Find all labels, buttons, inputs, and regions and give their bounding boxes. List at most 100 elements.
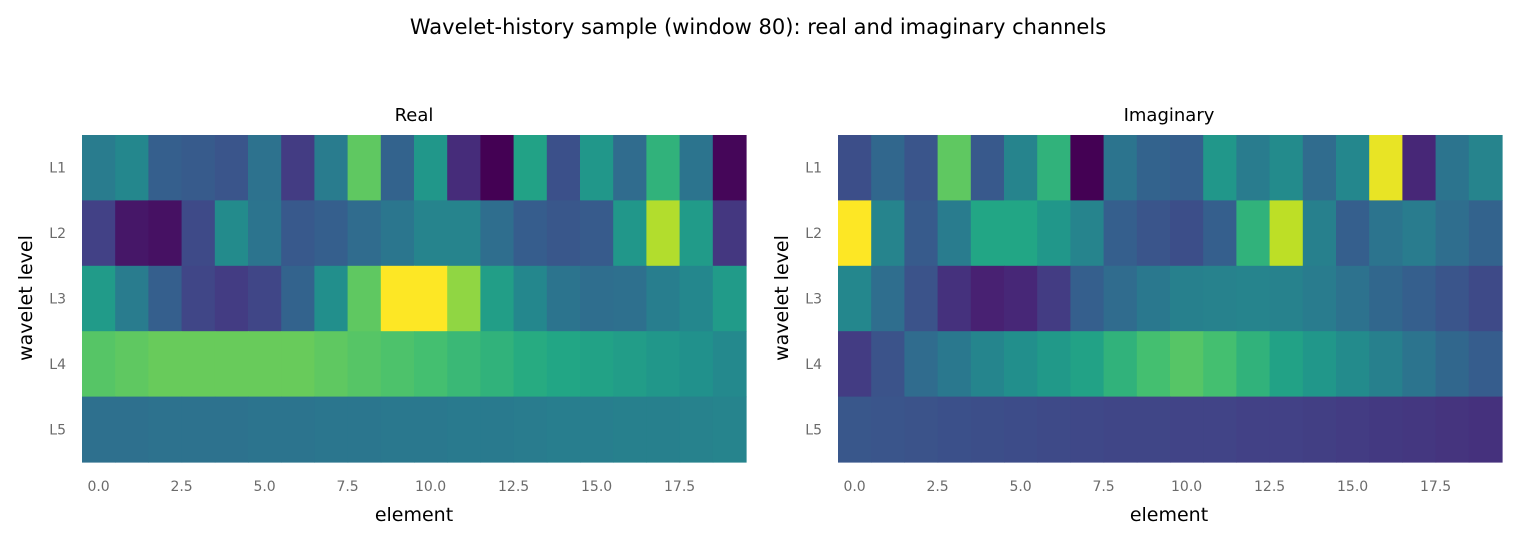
heatmap-cell-0-6 xyxy=(281,135,315,201)
heatmap-cell-4-9 xyxy=(380,396,415,463)
heatmap-cell-4-10 xyxy=(414,396,448,463)
heatmap-cell-4-3 xyxy=(937,396,972,463)
heatmap-cell-3-18 xyxy=(1435,331,1470,398)
y-tick-label: L1 xyxy=(805,161,822,177)
heatmap-cell-3-3 xyxy=(937,331,972,398)
heatmap-cell-2-8 xyxy=(347,265,382,332)
heatmap-cell-1-10 xyxy=(414,200,448,267)
heatmap-cell-1-18 xyxy=(1435,200,1470,267)
heatmap-cell-3-9 xyxy=(380,331,415,398)
heatmap-cell-3-19 xyxy=(712,331,747,398)
heatmap-cell-2-14 xyxy=(1302,265,1337,332)
heatmap-cell-0-4 xyxy=(970,135,1005,201)
heatmap-cell-1-7 xyxy=(1070,200,1105,267)
heatmap-cell-2-9 xyxy=(380,265,415,332)
tick-labels-imaginary: L1 L2 L3 L4 L5 0.0 2.5 5.0 7.5 10.0 12.5 15.0 17.5 xyxy=(805,161,1451,495)
heatmap-cell-1-15 xyxy=(1336,200,1370,267)
heatmap-cell-0-19 xyxy=(1468,135,1503,201)
heatmap-cell-1-2 xyxy=(148,200,183,267)
heatmap-cell-0-5 xyxy=(1004,135,1038,201)
heatmap-cell-4-6 xyxy=(1037,396,1071,463)
heatmap-cell-2-12 xyxy=(480,265,515,332)
heatmap-cell-2-16 xyxy=(613,265,647,332)
heatmap-cell-0-5 xyxy=(248,135,282,201)
heatmap-cell-3-8 xyxy=(347,331,382,398)
heatmap-cell-3-8 xyxy=(1103,331,1138,398)
heatmap-cell-1-14 xyxy=(546,200,581,267)
heatmap-cell-1-3 xyxy=(181,200,216,267)
heatmap-cell-2-11 xyxy=(447,265,481,332)
heatmap-cell-4-16 xyxy=(1369,396,1403,463)
heatmap-cell-1-1 xyxy=(871,200,905,267)
heatmap-cell-2-1 xyxy=(871,265,905,332)
heatmap-cell-0-4 xyxy=(214,135,249,201)
heatmap-cell-0-8 xyxy=(1103,135,1138,201)
heatmap-cell-4-9 xyxy=(1136,396,1171,463)
heatmap-cell-2-12 xyxy=(1236,265,1271,332)
y-tick-label: L5 xyxy=(49,422,66,438)
heatmap-cell-4-19 xyxy=(1468,396,1503,463)
heatmap-cell-1-5 xyxy=(248,200,282,267)
heatmap-cell-3-2 xyxy=(148,331,183,398)
heatmap-cell-0-8 xyxy=(347,135,382,201)
heatmap-cell-0-13 xyxy=(513,135,548,201)
heatmap-cell-3-11 xyxy=(447,331,481,398)
heatmap-cell-0-9 xyxy=(380,135,415,201)
heatmap-cell-3-4 xyxy=(970,331,1005,398)
heatmap-cell-4-10 xyxy=(1170,396,1204,463)
heatmap-panel-real: Real L1 L2 L3 L4 L5 0.0 2.5 5.0 7.5 10.0 12.5 15.0 1… xyxy=(15,105,747,526)
y-axis-label-imaginary: wavelet level xyxy=(771,235,793,361)
heatmap-cell-0-11 xyxy=(1203,135,1237,201)
heatmap-cell-4-1 xyxy=(115,396,149,463)
heatmap-cell-2-2 xyxy=(148,265,183,332)
heatmap-cell-1-3 xyxy=(937,200,972,267)
heatmap-cell-0-2 xyxy=(148,135,183,201)
heatmap-cell-1-19 xyxy=(1468,200,1503,267)
heatmap-cell-1-17 xyxy=(1402,200,1437,267)
heatmap-cell-3-18 xyxy=(679,331,714,398)
heatmap-cell-1-13 xyxy=(1269,200,1304,267)
heatmap-cell-2-9 xyxy=(1136,265,1171,332)
x-tick-label: 15.0 xyxy=(1337,479,1368,495)
heatmap-cell-0-18 xyxy=(1435,135,1470,201)
heatmap-cell-2-13 xyxy=(513,265,548,332)
heatmap-cell-2-0 xyxy=(838,265,872,332)
x-tick-label: 2.5 xyxy=(926,479,948,495)
heatmap-cell-1-11 xyxy=(447,200,481,267)
heatmap-cell-1-15 xyxy=(580,200,614,267)
x-tick-label: 17.5 xyxy=(1420,479,1451,495)
heatmap-cell-0-16 xyxy=(1369,135,1403,201)
heatmap-cell-3-17 xyxy=(646,331,681,398)
x-tick-label: 15.0 xyxy=(581,479,612,495)
panel-title-real: Real xyxy=(395,105,434,126)
heatmap-cell-1-1 xyxy=(115,200,149,267)
heatmap-cell-0-10 xyxy=(1170,135,1204,201)
heatmap-cell-2-3 xyxy=(181,265,216,332)
y-tick-label: L5 xyxy=(805,422,822,438)
x-axis-label-real: element xyxy=(375,504,453,526)
heatmap-cell-4-18 xyxy=(679,396,714,463)
heatmap-cell-4-17 xyxy=(646,396,681,463)
heatmap-cell-4-18 xyxy=(1435,396,1470,463)
heatmap-cell-0-19 xyxy=(712,135,747,201)
heatmap-cell-4-1 xyxy=(871,396,905,463)
heatmap-cell-0-17 xyxy=(1402,135,1437,201)
heatmap-cell-3-14 xyxy=(546,331,581,398)
heatmap-cell-1-11 xyxy=(1203,200,1237,267)
heatmap-cell-3-5 xyxy=(1004,331,1038,398)
y-tick-label: L4 xyxy=(49,357,66,373)
x-tick-label: 2.5 xyxy=(170,479,192,495)
heatmap-cell-3-6 xyxy=(281,331,315,398)
heatmap-cell-2-4 xyxy=(214,265,249,332)
heatmap-cell-2-10 xyxy=(414,265,448,332)
heatmap-cell-0-2 xyxy=(904,135,939,201)
x-tick-label: 0.0 xyxy=(87,479,109,495)
heatmap-cell-0-13 xyxy=(1269,135,1304,201)
heatmap-cell-4-15 xyxy=(1336,396,1370,463)
heatmap-cell-3-11 xyxy=(1203,331,1237,398)
x-tick-label: 12.5 xyxy=(498,479,529,495)
heatmap-cell-2-19 xyxy=(1468,265,1503,332)
heatmap-cell-4-16 xyxy=(613,396,647,463)
heatmap-cell-3-12 xyxy=(1236,331,1271,398)
heatmap-cell-3-1 xyxy=(871,331,905,398)
